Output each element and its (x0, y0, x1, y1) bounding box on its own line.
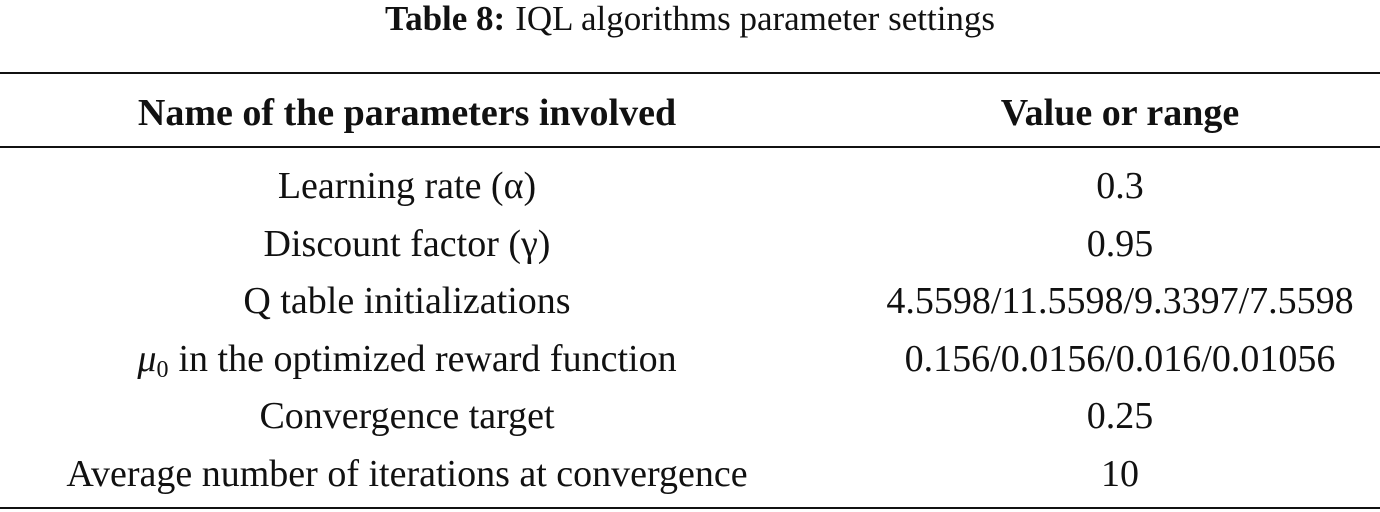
cell: 0.3 (1096, 165, 1144, 207)
cell: Q table initializations (243, 280, 571, 322)
cell: Discount factor (γ) (263, 223, 551, 265)
cell: 0.156/0.0156/0.016/0.01056 (904, 338, 1336, 380)
header-cell: Value or range (1000, 92, 1240, 134)
cell: Convergence target (259, 395, 555, 437)
cell: 10 (1101, 453, 1139, 495)
header-cell: Name of the parameters involved (137, 92, 677, 134)
caption-text: IQL algorithms parameter settings (515, 0, 996, 38)
cell: 0.25 (1086, 395, 1154, 437)
cell: μ0 in the optimized reward function (0, 337, 814, 392)
cell: 4.5598/11.5598/9.3397/7.5598 (886, 280, 1354, 322)
caption: Table 8: IQL algorithms parameter setting… (0, 0, 1380, 38)
cell: Average number of iterations at converge… (66, 453, 748, 495)
symbol: μ (137, 338, 157, 380)
caption-label: Table 8: (384, 0, 506, 38)
cell-text: in the optimized reward function (178, 338, 677, 380)
subscript: 0 (156, 357, 169, 383)
cell: Learning rate (α) (277, 165, 537, 207)
header-rule (0, 146, 1380, 148)
top-rule (0, 72, 1380, 74)
cell: 0.95 (1086, 223, 1154, 265)
bottom-rule (0, 507, 1380, 509)
